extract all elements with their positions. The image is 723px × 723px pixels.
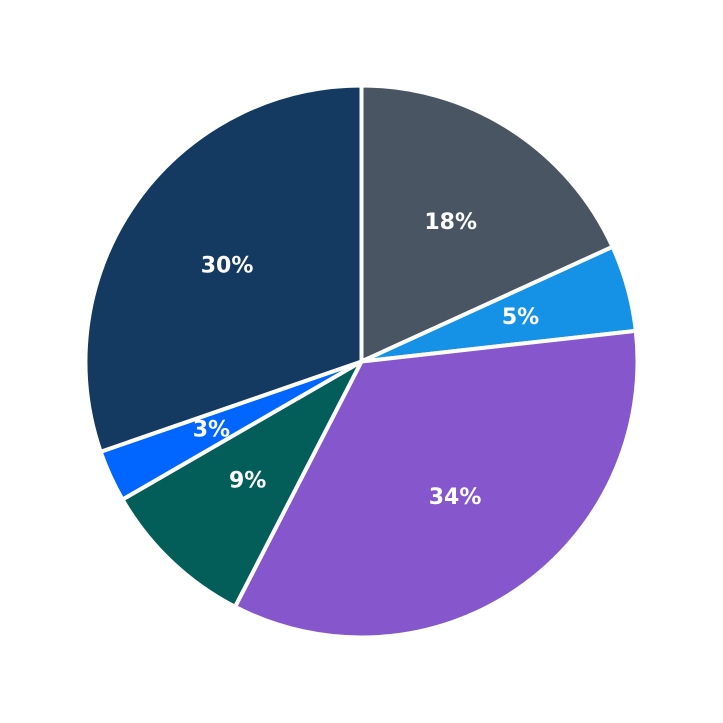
pie-slice-0 (359, 83, 615, 364)
pie-slice-2 (233, 328, 640, 640)
pie-slice-label-4: 3% (193, 418, 230, 443)
pie-slice-label-3: 9% (229, 468, 266, 493)
pie-slices (83, 83, 640, 640)
pie-slice-label-2: 34% (429, 485, 482, 510)
pie-slice-label-5: 30% (201, 253, 254, 278)
pie-slice-label-1: 5% (502, 305, 539, 330)
pie-slice-label-0: 18% (424, 210, 477, 235)
pie-slice-3 (120, 359, 364, 609)
pie-labels: 18% 5% 34% 9% 3% 30% (193, 210, 539, 510)
pie-slice-5 (83, 83, 364, 454)
